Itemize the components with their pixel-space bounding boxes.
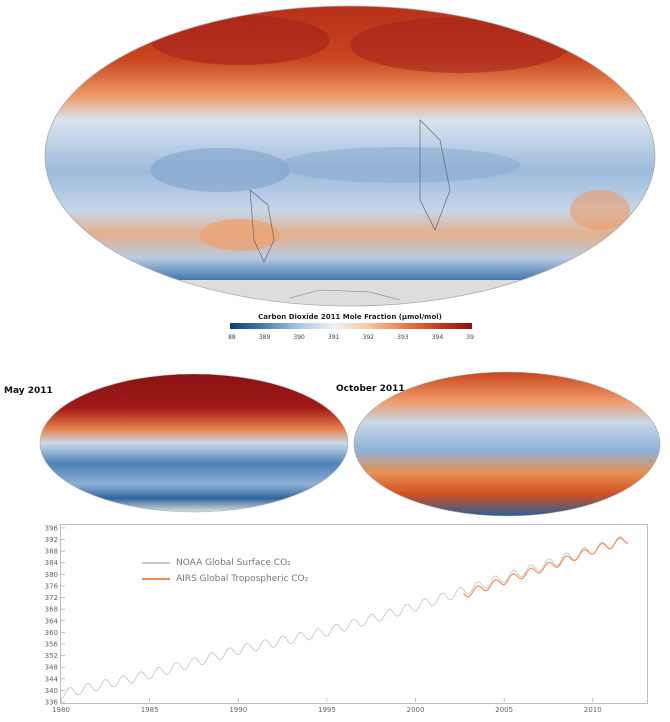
legend-noaa: NOAA Global Surface CO₂ (142, 558, 291, 568)
timeseries-chart: 336 340 344 348 352 356 360 364 368 372 376 380 384 3… (45, 524, 629, 714)
y-tick-label: 372 (45, 594, 58, 602)
y-tick-label: 360 (45, 629, 58, 637)
y-tick-label: 392 (45, 536, 58, 544)
y-tick-label: 388 (45, 548, 58, 556)
may-co2-map (39, 373, 349, 513)
legend-noaa-swatch (142, 561, 170, 564)
y-tick-label: 352 (45, 652, 58, 660)
october-panel-label: October 2011 (336, 384, 405, 394)
colorbar-ramp (230, 323, 472, 329)
legend-airs-swatch (142, 577, 170, 580)
y-tick-label: 344 (45, 675, 59, 683)
y-tick-label: 384 (45, 559, 59, 567)
colorbar-tick-label: 394 (432, 334, 444, 341)
y-tick-label: 356 (45, 640, 59, 648)
x-tick-label: 1990 (229, 706, 247, 714)
colorbar-tick-label: 390 (293, 334, 305, 341)
timeseries-plot-frame (60, 524, 648, 704)
x-tick-label: 1985 (141, 706, 159, 714)
y-tick-label: 396 (45, 524, 59, 532)
x-tick-label: 2005 (495, 706, 513, 714)
colorbar-tick-label: 393 (397, 334, 409, 341)
noaa-series-line (60, 536, 628, 700)
legend-noaa-label: NOAA Global Surface CO₂ (176, 558, 291, 568)
colorbar-tick-label: 392 (363, 334, 375, 341)
y-tick-label: 364 (45, 617, 59, 625)
x-axis-ticks: 1980 1985 1990 1995 2000 2005 2010 (52, 698, 602, 714)
y-tick-label: 368 (45, 606, 58, 614)
colorbar: 388 389 390 391 392 393 394 395 (228, 323, 474, 341)
x-tick-label: 1980 (52, 706, 70, 714)
y-tick-label: 340 (45, 687, 58, 695)
colorbar-ticks: 388 389 390 391 392 393 394 395 (228, 334, 474, 341)
colorbar-tick-label: 388 (228, 334, 236, 341)
colorbar-tick-label: 395 (466, 334, 474, 341)
y-axis-ticks: 336 340 344 348 352 356 360 364 368 372 376 380 384 3… (45, 524, 65, 707)
october-co2-map (353, 371, 661, 517)
colorbar-tick-label: 391 (328, 334, 340, 341)
annual-co2-map (44, 5, 656, 307)
x-tick-label: 2010 (584, 706, 602, 714)
x-tick-label: 2000 (407, 706, 425, 714)
may-panel-label: May 2011 (4, 386, 53, 396)
colorbar-tick-label: 389 (259, 334, 271, 341)
airs-series-line (463, 537, 629, 598)
legend-airs: AIRS Global Tropospheric CO₂ (142, 574, 308, 584)
legend-airs-label: AIRS Global Tropospheric CO₂ (176, 574, 309, 584)
series-lines (60, 536, 629, 700)
y-tick-label: 348 (45, 664, 58, 672)
x-tick-label: 1995 (318, 706, 336, 714)
y-tick-label: 380 (45, 571, 58, 579)
y-tick-label: 336 (45, 699, 59, 707)
colorbar-title: Carbon Dioxide 2011 Mole Fraction (µmol/… (258, 313, 442, 321)
y-tick-label: 376 (45, 582, 59, 590)
